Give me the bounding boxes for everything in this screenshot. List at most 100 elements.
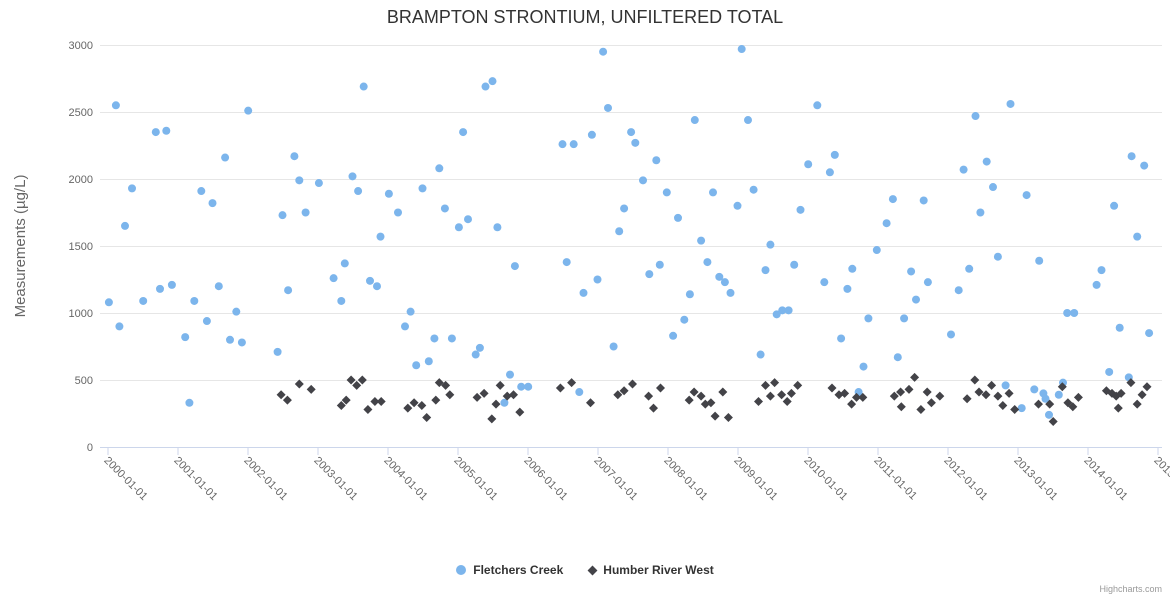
- data-point-fletchers-creek[interactable]: [864, 314, 873, 323]
- data-point-fletchers-creek[interactable]: [524, 382, 533, 391]
- data-point-fletchers-creek[interactable]: [697, 236, 706, 245]
- data-point-humber-river-west[interactable]: [723, 413, 733, 423]
- data-point-fletchers-creek[interactable]: [620, 204, 629, 213]
- data-point-fletchers-creek[interactable]: [756, 350, 765, 359]
- data-point-fletchers-creek[interactable]: [825, 168, 834, 177]
- data-point-fletchers-creek[interactable]: [837, 334, 846, 343]
- data-point-humber-river-west[interactable]: [649, 403, 658, 413]
- data-point-fletchers-creek[interactable]: [104, 298, 113, 307]
- data-point-fletchers-creek[interactable]: [685, 290, 694, 299]
- data-point-humber-river-west[interactable]: [1048, 417, 1058, 427]
- data-point-fletchers-creek[interactable]: [965, 264, 974, 273]
- data-point-fletchers-creek[interactable]: [115, 322, 124, 331]
- data-point-fletchers-creek[interactable]: [1063, 309, 1072, 317]
- data-point-humber-river-west[interactable]: [276, 390, 286, 400]
- data-point-humber-river-west[interactable]: [555, 383, 565, 393]
- data-point-humber-river-west[interactable]: [916, 404, 926, 414]
- data-point-fletchers-creek[interactable]: [156, 284, 164, 293]
- data-point-humber-river-west[interactable]: [718, 387, 728, 397]
- data-point-fletchers-creek[interactable]: [989, 183, 997, 192]
- data-point-fletchers-creek[interactable]: [1030, 385, 1039, 394]
- data-point-humber-river-west[interactable]: [904, 384, 914, 394]
- data-point-humber-river-west[interactable]: [858, 392, 868, 402]
- data-point-humber-river-west[interactable]: [409, 398, 419, 408]
- data-point-humber-river-west[interactable]: [491, 399, 501, 409]
- data-point-fletchers-creek[interactable]: [454, 223, 463, 232]
- data-point-humber-river-west[interactable]: [889, 391, 899, 401]
- data-point-fletchers-creek[interactable]: [354, 187, 363, 196]
- data-point-humber-river-west[interactable]: [974, 387, 984, 397]
- data-point-fletchers-creek[interactable]: [761, 266, 770, 275]
- highcharts-credits-link[interactable]: Highcharts.com: [1099, 584, 1162, 594]
- data-point-humber-river-west[interactable]: [1113, 403, 1123, 413]
- data-point-fletchers-creek[interactable]: [954, 286, 963, 295]
- data-point-fletchers-creek[interactable]: [726, 288, 735, 297]
- data-point-humber-river-west[interactable]: [1142, 382, 1152, 392]
- legend-item-fletchers-creek[interactable]: Fletchers Creek: [456, 563, 563, 577]
- data-point-humber-river-west[interactable]: [827, 383, 837, 393]
- data-point-humber-river-west[interactable]: [981, 390, 991, 400]
- data-point-fletchers-creek[interactable]: [662, 188, 671, 197]
- data-point-fletchers-creek[interactable]: [394, 208, 402, 217]
- data-point-humber-river-west[interactable]: [495, 380, 505, 390]
- data-point-fletchers-creek[interactable]: [982, 157, 991, 166]
- data-point-humber-river-west[interactable]: [1116, 388, 1126, 398]
- data-point-fletchers-creek[interactable]: [772, 310, 781, 319]
- data-point-fletchers-creek[interactable]: [900, 314, 909, 323]
- data-point-humber-river-west[interactable]: [445, 390, 455, 400]
- data-point-fletchers-creek[interactable]: [993, 252, 1002, 261]
- data-point-humber-river-west[interactable]: [282, 395, 292, 405]
- data-point-humber-river-west[interactable]: [998, 400, 1008, 410]
- data-point-fletchers-creek[interactable]: [766, 240, 775, 249]
- data-point-humber-river-west[interactable]: [515, 407, 525, 417]
- data-point-fletchers-creek[interactable]: [197, 187, 206, 196]
- data-point-humber-river-west[interactable]: [431, 395, 441, 405]
- data-point-fletchers-creek[interactable]: [830, 150, 839, 159]
- data-point-fletchers-creek[interactable]: [715, 272, 724, 281]
- data-point-fletchers-creek[interactable]: [301, 208, 310, 217]
- data-point-fletchers-creek[interactable]: [208, 199, 217, 208]
- data-point-fletchers-creek[interactable]: [872, 246, 881, 255]
- data-point-fletchers-creek[interactable]: [237, 338, 246, 347]
- data-point-humber-river-west[interactable]: [910, 372, 920, 382]
- data-point-fletchers-creek[interactable]: [506, 370, 514, 379]
- data-point-humber-river-west[interactable]: [656, 383, 665, 393]
- data-point-fletchers-creek[interactable]: [481, 82, 490, 91]
- data-point-humber-river-west[interactable]: [1126, 378, 1136, 388]
- data-point-fletchers-creek[interactable]: [348, 172, 357, 181]
- data-point-humber-river-west[interactable]: [1137, 390, 1147, 400]
- data-point-humber-river-west[interactable]: [613, 390, 623, 400]
- data-point-fletchers-creek[interactable]: [575, 388, 584, 397]
- data-point-fletchers-creek[interactable]: [971, 112, 980, 121]
- data-point-humber-river-west[interactable]: [1057, 382, 1067, 392]
- data-point-fletchers-creek[interactable]: [680, 315, 689, 324]
- data-point-humber-river-west[interactable]: [567, 378, 577, 388]
- data-point-fletchers-creek[interactable]: [1070, 309, 1079, 317]
- data-point-humber-river-west[interactable]: [684, 395, 694, 405]
- data-point-fletchers-creek[interactable]: [128, 184, 136, 193]
- data-point-humber-river-west[interactable]: [619, 386, 629, 396]
- data-point-humber-river-west[interactable]: [1045, 399, 1055, 409]
- data-point-fletchers-creek[interactable]: [645, 270, 654, 279]
- data-point-fletchers-creek[interactable]: [749, 185, 758, 194]
- data-point-fletchers-creek[interactable]: [447, 334, 456, 343]
- data-point-fletchers-creek[interactable]: [162, 126, 171, 135]
- data-point-fletchers-creek[interactable]: [244, 106, 253, 115]
- data-point-fletchers-creek[interactable]: [627, 128, 636, 137]
- data-point-fletchers-creek[interactable]: [167, 280, 176, 289]
- data-point-fletchers-creek[interactable]: [202, 317, 211, 326]
- data-point-fletchers-creek[interactable]: [959, 165, 968, 174]
- data-point-humber-river-west[interactable]: [765, 391, 775, 401]
- data-point-humber-river-west[interactable]: [987, 380, 997, 390]
- data-point-fletchers-creek[interactable]: [733, 201, 742, 210]
- data-point-fletchers-creek[interactable]: [599, 47, 608, 56]
- data-point-humber-river-west[interactable]: [403, 403, 413, 413]
- data-point-humber-river-west[interactable]: [896, 387, 906, 397]
- data-point-humber-river-west[interactable]: [422, 413, 432, 423]
- data-point-humber-river-west[interactable]: [472, 392, 482, 402]
- data-point-humber-river-west[interactable]: [644, 391, 654, 401]
- data-point-fletchers-creek[interactable]: [778, 306, 787, 315]
- data-point-humber-river-west[interactable]: [1010, 404, 1020, 414]
- data-point-fletchers-creek[interactable]: [517, 382, 526, 391]
- data-point-fletchers-creek[interactable]: [290, 152, 299, 161]
